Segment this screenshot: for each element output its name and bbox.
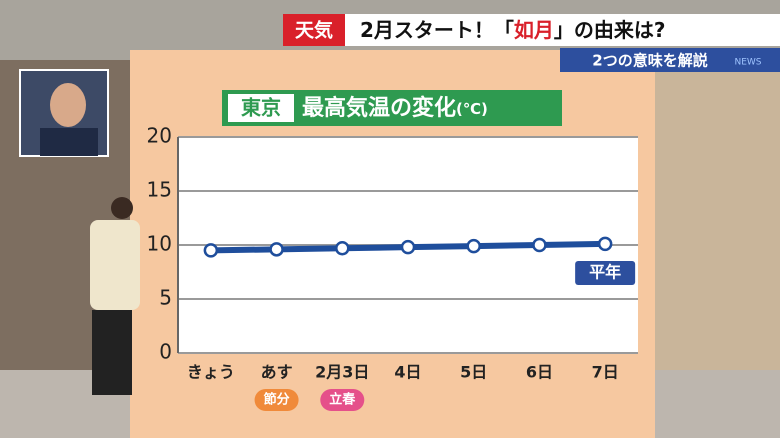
point [269,242,284,257]
x-tick-label: 7日 [592,363,619,382]
y-tick-label: 15 [147,178,172,202]
point [466,238,481,254]
y-tick-label: 20 [147,124,172,148]
headline-part: 2月スタート！「 [360,18,514,42]
point [203,243,219,258]
headline-part: 」の由来は? [554,18,666,42]
presenter-legs [92,310,132,395]
annotation: 節分 [264,392,290,408]
banner-tag: 天気 [295,19,333,42]
x-tick-label: 4日 [394,363,421,382]
banner-subline: 2つの意味を解説 [592,52,707,70]
annotation-box [575,261,636,285]
presenter-head [111,197,133,219]
presenter-coat [90,220,140,310]
chart-title: 最高気温の変化(℃) [302,95,488,121]
title-unit: (℃) [456,100,488,118]
x-tick-label: 6日 [526,363,553,382]
inset-suit [40,128,98,156]
point [400,239,416,255]
point [597,236,613,252]
x-tick-label: きょう [187,363,235,382]
title-badge: 東京 [241,96,281,120]
title-badge-box [228,94,294,122]
banner-headline-box [345,14,780,46]
point [532,237,547,253]
inset-person [50,83,86,127]
banner-subline-box [560,48,780,72]
y-tick-label: 10 [147,232,172,256]
logo: NEWS [734,58,761,68]
annotation-box [320,389,365,411]
title-text: 最高気温の変化 [302,95,456,121]
point [335,240,350,256]
banner-headline: 2月スタート！「如月」の由来は? [360,18,666,42]
x-tick-label: 2月3日 [315,363,369,382]
annotation: 平年 [589,263,621,282]
x-tick-label: 5日 [460,363,487,382]
headline-part: 如月 [514,18,554,42]
studio-wall [655,60,780,390]
y-tick-label: 5 [159,286,172,310]
annotation-box [254,389,299,411]
banner-tag-box [283,14,345,46]
y-tick-label: 0 [159,340,172,364]
x-tick-label: あす [261,363,293,382]
annotation: 立春 [329,392,356,408]
